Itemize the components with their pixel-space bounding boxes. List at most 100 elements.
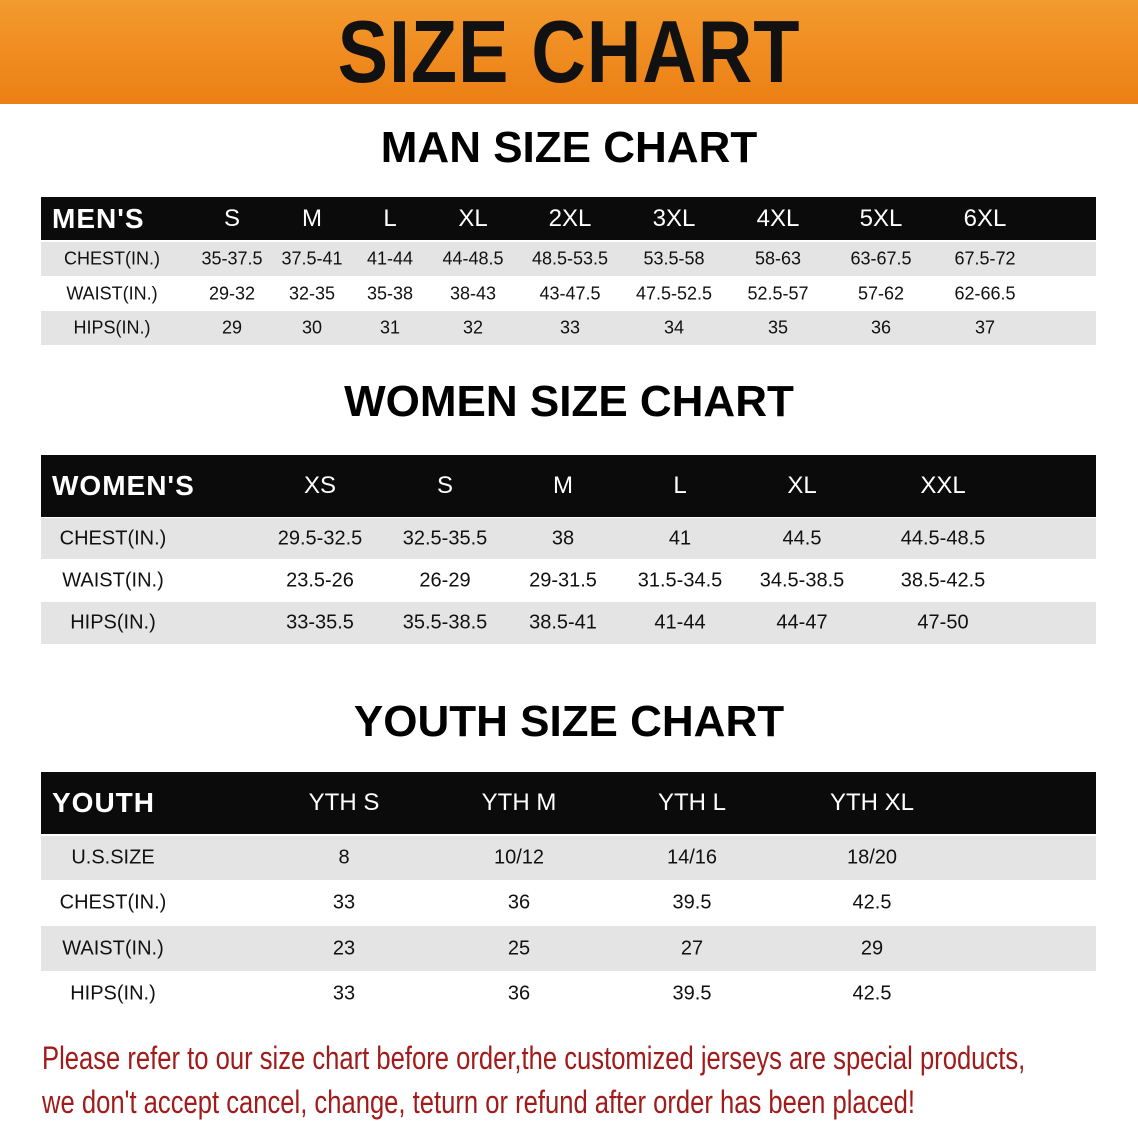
table-row: HIPS(IN.) 33 36 39.5 42.5	[41, 972, 1096, 1016]
table-row: HIPS(IN.) 29 30 31 32 33 34 35 36 37	[41, 311, 1096, 345]
table-cell: 10/12	[493, 846, 545, 869]
measurement-label: HIPS(IN.)	[70, 611, 156, 634]
table-cell: 44-48.5	[442, 248, 504, 269]
table-row: CHEST(IN.) 33 36 39.5 42.5	[41, 880, 1096, 925]
measurement-label: WAIST(IN.)	[66, 283, 158, 304]
size-header-cell: YTH M	[481, 789, 557, 816]
size-header-cell: L	[383, 204, 397, 232]
measurement-label: CHEST(IN.)	[59, 527, 167, 549]
table-cell: 26-29	[419, 569, 471, 592]
table-cell: 38	[551, 527, 575, 549]
size-header-cell: YTH S	[308, 789, 380, 816]
table-row: U.S.SIZE 8 10/12 14/16 18/20	[41, 836, 1096, 880]
table-cell: 52.5-57	[747, 283, 809, 304]
table-row: CHEST(IN.) 29.5-32.5 32.5-35.5 38 41 44.5 44.5…	[41, 518, 1096, 559]
table-cell: 67.5-72	[954, 248, 1016, 269]
table-cell: 36	[507, 982, 531, 1005]
table-cell: 35	[767, 317, 789, 338]
table-cell: 38-43	[449, 283, 497, 304]
size-header-cell: 6XL	[963, 204, 1007, 232]
table-cell: 44.5	[782, 527, 822, 549]
table-cell: 38.5-41	[529, 611, 597, 634]
table-cell: 41-44	[654, 611, 706, 634]
size-header-cell: XXL	[920, 472, 966, 499]
table-cell: 31	[379, 317, 401, 338]
men-section-title: MAN SIZE CHART	[380, 123, 758, 172]
size-header-cell: M	[302, 204, 322, 232]
table-cell: 31.5-34.5	[637, 569, 723, 592]
table-cell: 33	[559, 317, 581, 338]
banner-title: SIZE CHART	[337, 2, 801, 101]
table-cell: 39.5	[672, 891, 712, 913]
table-cell: 29	[221, 317, 243, 338]
table-cell: 44-47	[776, 611, 828, 634]
table-row: HIPS(IN.) 33-35.5 35.5-38.5 38.5-41 41-44 44-…	[41, 602, 1096, 644]
table-cell: 30	[301, 317, 323, 338]
table-cell: 32-35	[288, 283, 336, 304]
table-cell: 39.5	[672, 982, 712, 1005]
table-cell: 48.5-53.5	[531, 248, 609, 269]
size-header-cell: S	[436, 472, 454, 499]
disclaimer-line-1: Please refer to our size chart before or…	[42, 1040, 1026, 1076]
table-row: WAIST(IN.) 23.5-26 26-29 29-31.5 31.5-34.5 34…	[41, 560, 1096, 602]
header-label: MEN'S	[52, 202, 145, 234]
table-cell: 44.5-48.5	[900, 527, 986, 549]
size-header-cell: XL	[458, 204, 488, 232]
measurement-label: WAIST(IN.)	[62, 569, 164, 592]
youth-section-title: YOUTH SIZE CHART	[353, 697, 785, 746]
youth-header-row: YOUTH YTH S YTH M YTH L YTH XL	[41, 772, 1096, 834]
men-header-row: MEN'S S M L XL 2XL 3XL 4XL 5XL 6XL	[41, 197, 1096, 240]
table-cell: 37	[974, 317, 996, 338]
table-cell: 34.5-38.5	[759, 569, 845, 592]
table-cell: 63-67.5	[850, 248, 912, 269]
table-cell: 53.5-58	[643, 248, 705, 269]
table-cell: 35-38	[366, 283, 414, 304]
header-label: WOMEN'S	[52, 470, 195, 501]
table-cell: 32.5-35.5	[402, 527, 488, 549]
header-label: YOUTH	[52, 787, 155, 818]
size-header-cell: M	[553, 472, 573, 499]
size-header-cell: 2XL	[548, 204, 592, 232]
table-cell: 41-44	[366, 248, 414, 269]
table-row: CHEST(IN.) 35-37.5 37.5-41 41-44 44-48.5 48.5…	[41, 242, 1096, 276]
table-cell: 27	[680, 937, 704, 959]
women-header-row: WOMEN'S XS S M L XL XXL	[41, 455, 1096, 517]
table-cell: 29-32	[208, 283, 256, 304]
table-cell: 35-37.5	[201, 248, 263, 269]
measurement-label: HIPS(IN.)	[70, 982, 156, 1005]
table-cell: 34	[663, 317, 685, 338]
table-cell: 36	[870, 317, 892, 338]
table-cell: 43-47.5	[539, 283, 601, 304]
table-row: WAIST(IN.) 29-32 32-35 35-38 38-43 43-47.5 47.…	[41, 277, 1096, 311]
table-row: WAIST(IN.) 23 25 27 29	[41, 926, 1096, 971]
table-cell: 47.5-52.5	[635, 283, 713, 304]
table-cell: 23	[332, 937, 356, 959]
table-cell: 8	[338, 846, 350, 869]
table-cell: 32	[462, 317, 484, 338]
table-cell: 35.5-38.5	[402, 611, 488, 634]
table-cell: 33	[332, 982, 356, 1005]
table-cell: 29	[860, 937, 884, 959]
size-header-cell: 3XL	[652, 204, 696, 232]
table-cell: 33	[332, 891, 356, 913]
size-header-cell: YTH XL	[829, 789, 915, 816]
measurement-label: HIPS(IN.)	[73, 317, 151, 338]
table-cell: 18/20	[846, 846, 898, 869]
size-header-cell: XS	[303, 472, 337, 499]
table-cell: 37.5-41	[281, 248, 343, 269]
women-section-title: WOMEN SIZE CHART	[344, 377, 794, 426]
disclaimer-line-2: we don't accept cancel, change, teturn o…	[42, 1084, 915, 1120]
table-cell: 36	[507, 891, 531, 913]
table-cell: 23.5-26	[286, 569, 354, 592]
table-cell: 14/16	[666, 846, 718, 869]
table-cell: 58-63	[754, 248, 802, 269]
measurement-label: U.S.SIZE	[71, 846, 155, 869]
table-cell: 57-62	[857, 283, 905, 304]
size-header-cell: YTH L	[657, 789, 727, 816]
table-cell: 33-35.5	[286, 611, 354, 634]
size-header-cell: L	[673, 472, 687, 499]
table-cell: 47-50	[917, 611, 969, 634]
table-cell: 41	[668, 527, 692, 549]
table-cell: 25	[507, 937, 531, 959]
table-cell: 38.5-42.5	[900, 569, 986, 592]
